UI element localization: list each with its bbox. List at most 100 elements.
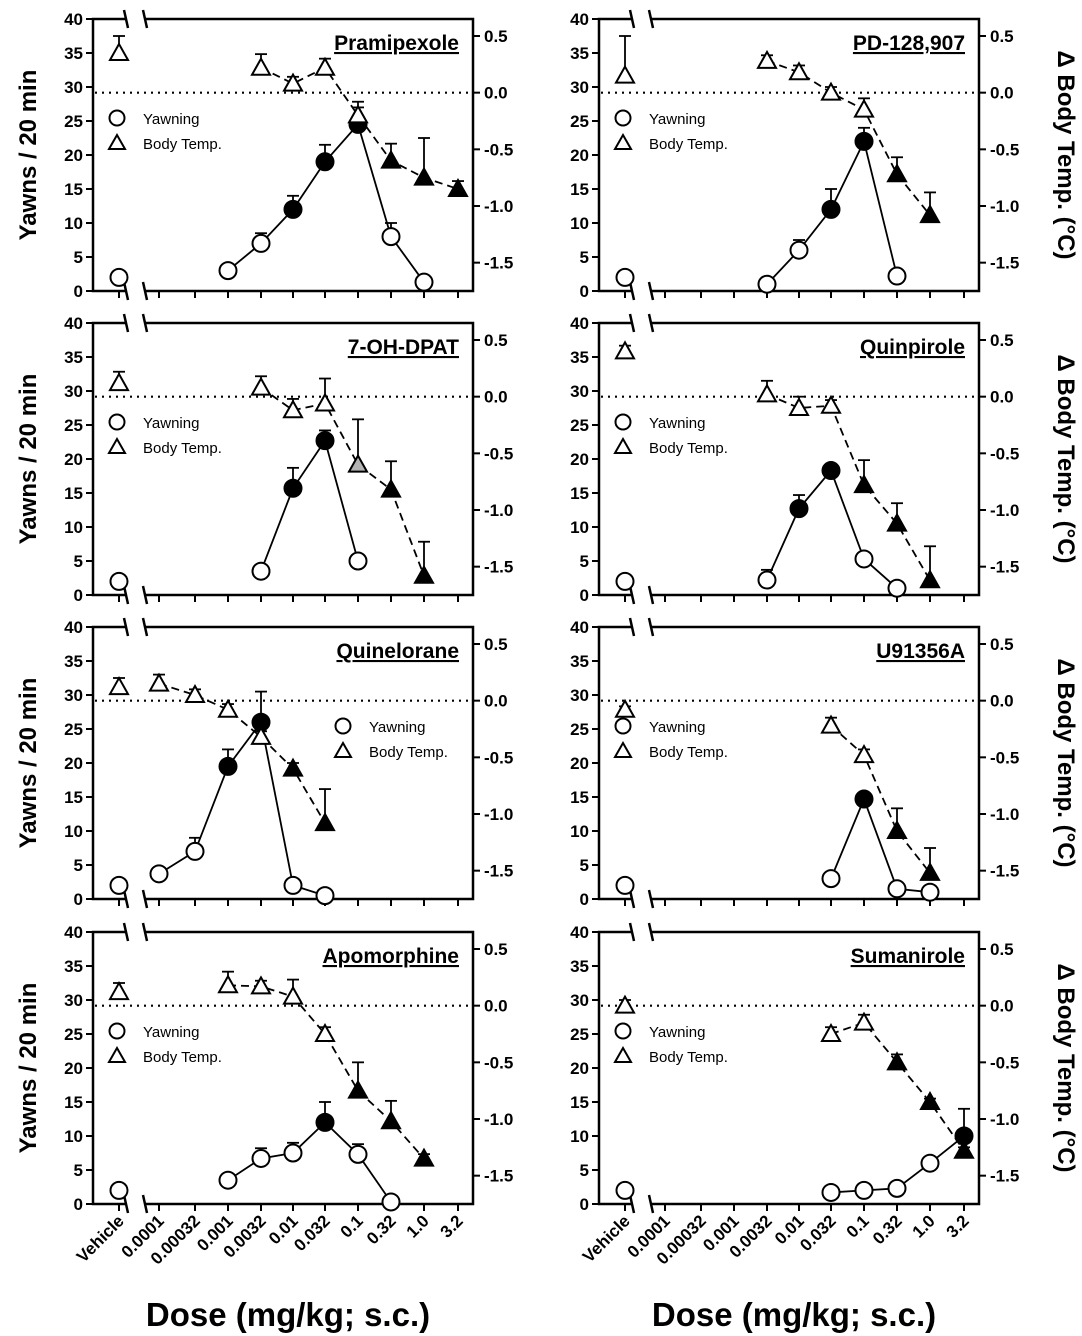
left-tick-label: 5 (580, 1161, 589, 1180)
axis-break-mark (628, 9, 636, 29)
axis-frame-left (597, 321, 632, 597)
right-tick-label: 0.5 (484, 635, 508, 654)
data-point-triangle (108, 981, 130, 1001)
right-tick-label: -1.0 (990, 805, 1019, 824)
panel-1: 0 5 10 15 20 25 30 35 40 -1.5 -1.0 -0.5 0.0 0.5 Pramip… (15, 9, 513, 301)
left-tick-label: 5 (74, 552, 83, 571)
right-tick-label: -0.5 (484, 444, 513, 463)
right-tick-label: -1.0 (990, 1110, 1019, 1129)
data-point-triangle (108, 372, 130, 392)
data-point-circle (109, 267, 129, 287)
left-tick-label: 35 (570, 652, 589, 671)
left-tick-label: 10 (64, 1127, 83, 1146)
right-tick-label: -0.5 (990, 140, 1019, 159)
right-tick-label: 0.5 (990, 940, 1014, 959)
data-point-triangle (614, 698, 636, 718)
left-tick-label: 5 (580, 552, 589, 571)
right-tick-label: 0.0 (990, 388, 1014, 407)
data-point-triangle (314, 1022, 336, 1042)
data-point-circle (854, 1180, 874, 1200)
left-axis-title: Yawns / 20 min (15, 983, 42, 1154)
data-point-triangle (853, 1011, 875, 1031)
panel-title: Apomorphine (323, 945, 460, 968)
legend-bodytemp-marker (613, 436, 633, 454)
axis-break-mark (628, 617, 636, 637)
panel-title: Quinpirole (860, 336, 965, 359)
data-point-circle (149, 864, 169, 884)
right-axis-title: Δ Body Temp. (°C) (1052, 50, 1079, 259)
axis-break-mark (122, 9, 130, 29)
right-tick-label: -1.0 (484, 501, 513, 520)
legend-bodytemp-marker (107, 436, 127, 454)
left-tick-label: 10 (570, 214, 589, 233)
data-point-circle (315, 886, 335, 906)
left-tick-label: 35 (570, 44, 589, 63)
axis-break-mark (647, 617, 655, 637)
data-point-triangle (347, 104, 369, 124)
left-tick-label: 0 (580, 890, 589, 909)
left-tick-label: 25 (64, 416, 83, 435)
data-point-triangle (380, 478, 402, 498)
left-tick-label: 20 (64, 1059, 83, 1078)
left-tick-label: 10 (64, 518, 83, 537)
data-point-circle (414, 272, 434, 292)
right-tick-label: 0.5 (990, 635, 1014, 654)
legend-bodytemp-label: Body Temp. (143, 1049, 222, 1066)
axis-frame-left (91, 930, 126, 1206)
right-tick-label: 0.0 (990, 997, 1014, 1016)
data-point-circle (109, 1180, 129, 1200)
left-tick-label: 10 (570, 518, 589, 537)
right-tick-label: 0.0 (484, 388, 508, 407)
x-category-label: Vehicle (579, 1211, 634, 1266)
axis-break-mark (141, 617, 149, 637)
data-point-triangle (919, 204, 941, 224)
right-tick-label: 0.5 (990, 331, 1014, 350)
left-tick-label: 40 (570, 10, 589, 29)
left-tick-label: 20 (64, 754, 83, 773)
data-point-triangle (217, 974, 239, 994)
data-point-circle (821, 461, 841, 481)
legend-bodytemp-marker (333, 740, 353, 758)
series-yawning (109, 429, 368, 591)
data-point-triangle (756, 383, 778, 403)
legend-bodytemp-marker (107, 132, 127, 150)
left-tick-label: 25 (570, 1025, 589, 1044)
data-point-circle (615, 571, 635, 591)
data-point-circle (887, 1178, 907, 1198)
data-point-circle (348, 551, 368, 571)
data-point-triangle (314, 56, 336, 76)
left-tick-label: 15 (570, 484, 589, 503)
series-yawning (615, 789, 940, 902)
right-tick-label: 0.0 (484, 997, 508, 1016)
data-point-circle (789, 240, 809, 260)
series-yawning (109, 690, 335, 906)
series-line (766, 60, 931, 216)
series-line (227, 122, 425, 283)
axis-break-mark (647, 889, 655, 909)
axis-break-mark (647, 922, 655, 942)
axis-frame-left (597, 625, 632, 901)
panel-4: 0 5 10 15 20 25 30 35 40 -1.5 -1.0 -0.5 0.0 0.5 Quinpi… (570, 313, 1079, 605)
data-point-triangle (614, 340, 636, 360)
axis-break-mark (141, 1194, 149, 1214)
data-point-triangle (886, 512, 908, 532)
data-point-triangle (820, 1022, 842, 1042)
panel-6: 0 5 10 15 20 25 30 35 40 -1.5 -1.0 -0.5 0.0 0.5 U91356… (570, 617, 1079, 909)
data-point-triangle (347, 1079, 369, 1099)
legend-yawning-marker (108, 1022, 126, 1040)
legend-bodytemp-label: Body Temp. (143, 136, 222, 153)
data-point-circle (381, 227, 401, 247)
axis-break-mark (647, 313, 655, 333)
left-tick-label: 20 (64, 450, 83, 469)
panel-title: Sumanirole (851, 945, 965, 968)
series-line (158, 720, 326, 897)
data-point-triangle (282, 757, 304, 777)
panel-title: Quinelorane (336, 640, 459, 663)
series-yawning (109, 106, 434, 292)
axis-frame-right (651, 321, 981, 597)
left-tick-label: 25 (570, 112, 589, 131)
legend-yawning-label: Yawning (649, 111, 705, 128)
right-tick-label: -1.5 (990, 1167, 1019, 1186)
data-point-triangle (614, 994, 636, 1014)
